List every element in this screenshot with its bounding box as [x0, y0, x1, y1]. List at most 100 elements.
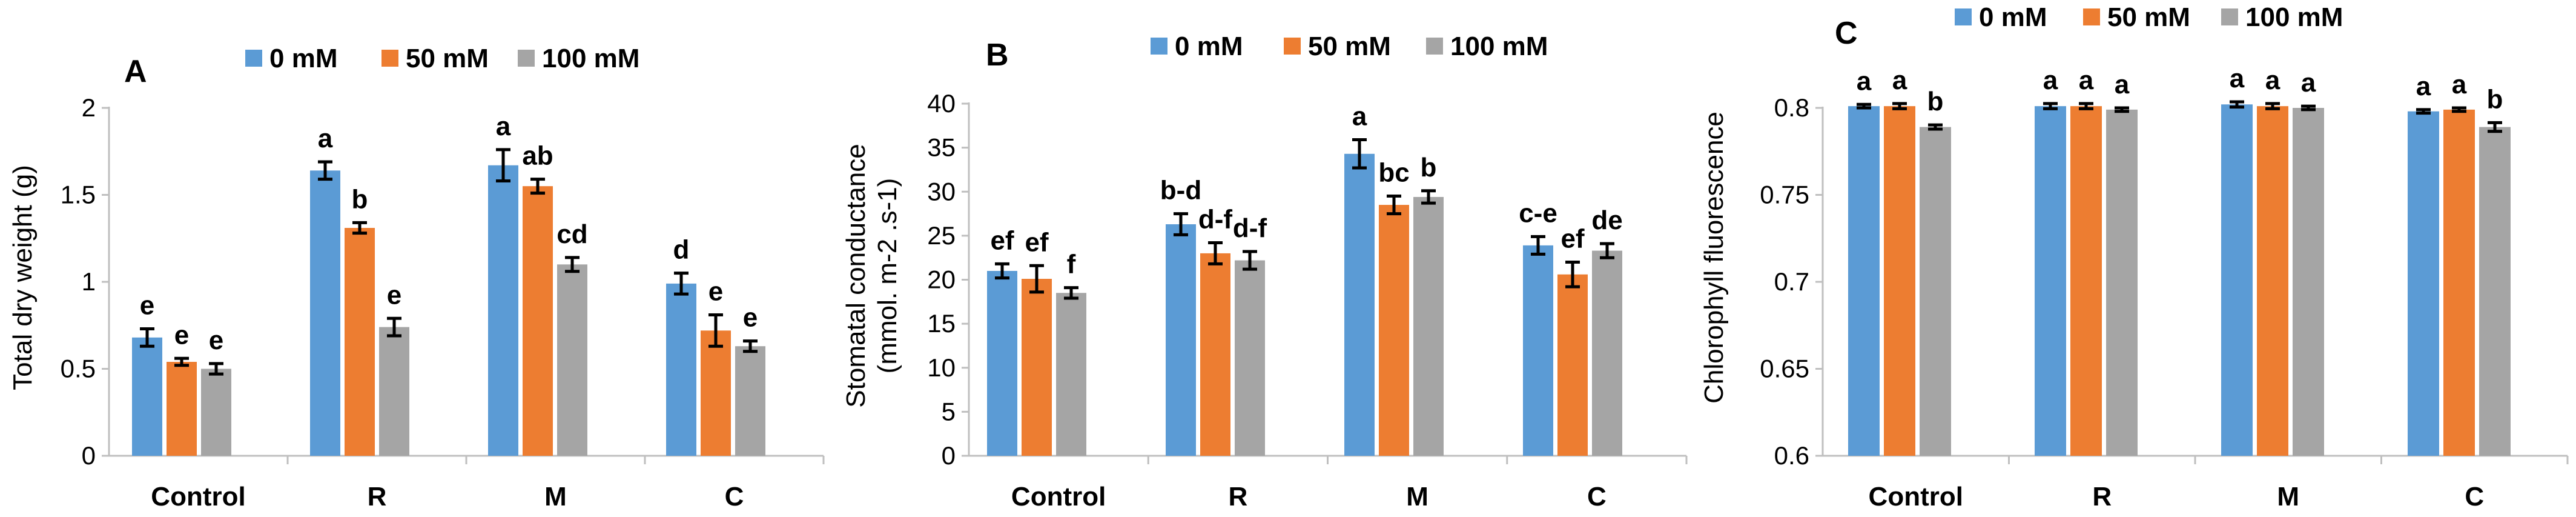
y-tick-label: 0.6 — [1774, 441, 1809, 470]
bar — [1022, 279, 1052, 456]
bar — [701, 330, 731, 456]
y-tick-label: 10 — [927, 353, 956, 382]
bar — [379, 327, 409, 456]
panel-a-letter: A — [124, 54, 147, 89]
bar — [1920, 127, 1951, 456]
panel-b: B 0 mM 50 mM 100 mM Stomatal conductance… — [841, 32, 1688, 512]
legend-label-50mm: 50 mM — [406, 44, 489, 73]
bar — [2443, 109, 2475, 456]
bar — [2070, 106, 2102, 456]
panel-a-y-axis-title: Total dry weight (g) — [8, 165, 38, 390]
significance-label: de — [1591, 205, 1622, 235]
y-tick-label: 0.8 — [1774, 93, 1809, 122]
significance-label: a — [2416, 72, 2431, 101]
panel-a-legend: 0 mM 50 mM 100 mM — [245, 44, 639, 73]
legend-label-100mm: 100 mM — [1450, 32, 1548, 61]
panel-b-letter: B — [986, 38, 1009, 73]
bar — [1379, 205, 1409, 456]
bar — [2293, 108, 2324, 456]
legend-label-0mm: 0 mM — [269, 44, 337, 73]
bar — [2479, 127, 2511, 456]
significance-label: b — [1421, 153, 1437, 182]
panel-a: A 0 mM 50 mM 100 mM Total dry weight (g)… — [8, 44, 825, 512]
bar — [666, 283, 696, 456]
significance-label: b-d — [1160, 176, 1201, 205]
bar — [201, 369, 231, 456]
legend-swatch-50mm — [1284, 38, 1301, 55]
significance-label: a — [2079, 65, 2094, 95]
y-tick-label: 1 — [82, 267, 96, 296]
significance-label: ef — [1025, 227, 1048, 257]
bar — [132, 337, 162, 456]
legend-label-50mm: 50 mM — [1308, 32, 1391, 61]
panel-b-legend: 0 mM 50 mM 100 mM — [1151, 32, 1548, 61]
significance-label: d-f — [1233, 213, 1267, 243]
significance-label: ef — [990, 225, 1014, 255]
significance-label: a — [2043, 65, 2058, 95]
significance-label: e — [174, 320, 189, 350]
bar — [557, 264, 587, 456]
significance-label: e — [708, 277, 723, 307]
category-label: Control — [151, 482, 245, 512]
category-label: R — [1228, 482, 1247, 512]
bar — [1848, 106, 1880, 456]
significance-label: bc — [1378, 158, 1409, 188]
significance-label: a — [2230, 64, 2245, 93]
bar — [2408, 111, 2439, 456]
bar — [488, 165, 518, 456]
y-tick-label: 35 — [927, 133, 956, 162]
category-label: M — [1406, 482, 1428, 512]
legend-label-50mm: 50 mM — [2107, 2, 2190, 32]
significance-label: a — [2452, 70, 2467, 99]
bar — [1557, 274, 1588, 456]
y-tick-label: 25 — [927, 221, 956, 250]
y-tick-label: 15 — [927, 309, 956, 338]
legend-label-100mm: 100 mM — [2245, 2, 2343, 32]
y-tick-label: 0.65 — [1760, 355, 1809, 383]
legend-label-100mm: 100 mM — [542, 44, 639, 73]
bar — [523, 186, 553, 456]
significance-label: a — [496, 112, 511, 141]
significance-label: e — [743, 303, 758, 333]
legend-swatch-0mm — [1151, 38, 1167, 55]
legend-label-0mm: 0 mM — [1175, 32, 1243, 61]
panel-c: C 0 mM 50 mM 100 mM Chlorophyll fluoresc… — [1699, 2, 2569, 512]
legend-swatch-0mm — [245, 50, 262, 67]
bar — [1166, 224, 1196, 456]
bar — [2035, 106, 2066, 456]
panel-b-y-axis-title-units: (mmol. m-2 .s-1) — [873, 178, 902, 374]
significance-label: d — [673, 235, 690, 265]
category-label: R — [2092, 482, 2112, 512]
y-tick-label: 20 — [927, 265, 956, 294]
legend-label-0mm: 0 mM — [1979, 2, 2047, 32]
category-label: R — [368, 482, 387, 512]
bar — [1413, 196, 1444, 456]
bar — [1884, 106, 1915, 456]
significance-label: ef — [1560, 224, 1584, 253]
legend-swatch-100mm — [2221, 8, 2238, 25]
category-label: C — [1587, 482, 1607, 512]
panel-c-letter: C — [1835, 16, 1858, 51]
bar — [1523, 245, 1553, 456]
bar — [735, 346, 765, 456]
legend-swatch-100mm — [1426, 38, 1443, 55]
bar — [310, 170, 340, 456]
y-tick-label: 0.7 — [1774, 267, 1809, 296]
panel-b-y-axis-title: Stomatal conductance — [841, 144, 871, 407]
significance-label: a — [318, 124, 333, 153]
y-tick-label: 0 — [82, 441, 96, 470]
category-label: Control — [1869, 482, 1963, 512]
bar — [1200, 253, 1230, 456]
significance-label: e — [387, 280, 401, 310]
category-label: C — [2465, 482, 2484, 512]
bar — [167, 362, 197, 456]
y-tick-label: 2 — [82, 93, 96, 122]
significance-label: ab — [522, 141, 553, 171]
bar — [345, 228, 375, 456]
significance-label: a — [2265, 65, 2280, 95]
y-tick-label: 0 — [942, 441, 956, 470]
legend-swatch-50mm — [2083, 8, 2100, 25]
bar — [2106, 109, 2138, 456]
significance-label: a — [1352, 102, 1367, 132]
